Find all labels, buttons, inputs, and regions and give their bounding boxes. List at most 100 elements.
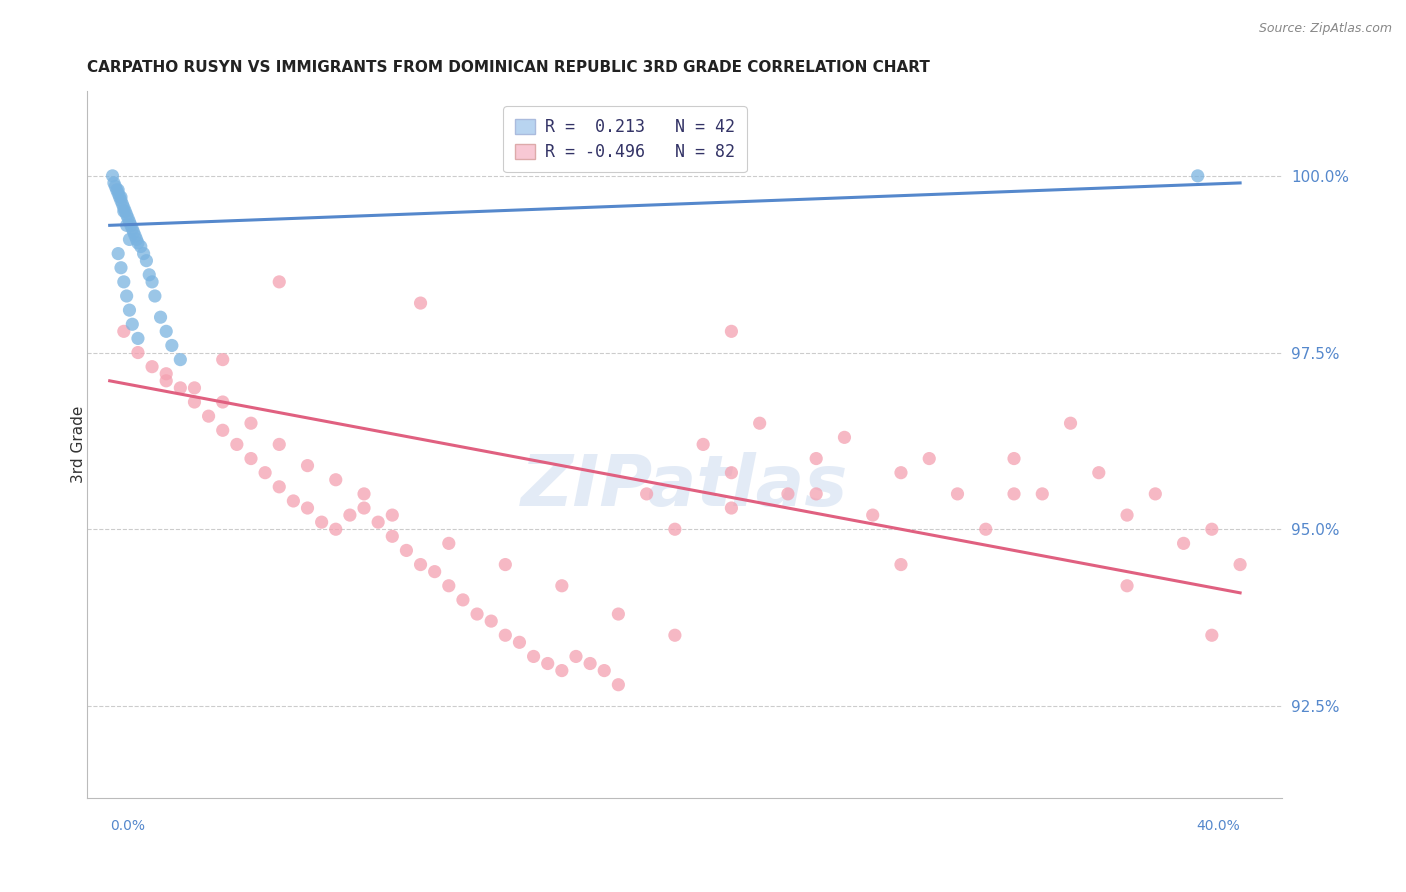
Y-axis label: 3rd Grade: 3rd Grade [72,406,86,483]
Point [593,664,616,678]
Point [117,211,139,226]
Point [776,487,799,501]
Point [409,558,432,572]
Point [1002,487,1025,501]
Point [111,197,134,211]
Point [124,228,146,243]
Point [537,657,560,671]
Point [155,324,177,338]
Point [129,239,152,253]
Point [269,437,291,451]
Point [127,235,149,250]
Point [141,275,163,289]
Point [122,226,145,240]
Point [211,395,233,409]
Point [974,522,997,536]
Point [112,275,135,289]
Point [112,324,135,338]
Point [115,219,138,233]
Text: ZIPatlas: ZIPatlas [522,452,848,521]
Point [890,558,912,572]
Point [409,296,432,310]
Point [254,466,277,480]
Point [890,466,912,480]
Point [1031,487,1053,501]
Point [423,565,446,579]
Point [325,522,347,536]
Point [115,208,138,222]
Point [1002,451,1025,466]
Point [479,614,502,628]
Point [565,649,588,664]
Point [339,508,361,522]
Point [141,359,163,374]
Point [135,253,157,268]
Point [367,515,389,529]
Point [160,338,183,352]
Point [1059,416,1081,430]
Point [103,176,125,190]
Point [105,183,128,197]
Point [325,473,347,487]
Point [121,222,143,236]
Point [1173,536,1195,550]
Point [107,183,129,197]
Point [353,501,375,516]
Point [108,190,131,204]
Point [806,487,828,501]
Point [748,416,770,430]
Point [183,395,205,409]
Point [297,501,319,516]
Point [862,508,884,522]
Point [114,204,136,219]
Point [211,352,233,367]
Point [1116,508,1139,522]
Point [240,451,263,466]
Point [169,381,191,395]
Legend: R =  0.213   N = 42, R = -0.496   N = 82: R = 0.213 N = 42, R = -0.496 N = 82 [503,106,747,172]
Point [104,179,127,194]
Point [132,246,155,260]
Point [834,430,856,444]
Text: 0.0%: 0.0% [110,819,145,833]
Point [636,487,658,501]
Point [107,186,129,201]
Point [138,268,160,282]
Point [110,194,132,208]
Point [107,246,129,260]
Point [551,664,574,678]
Point [118,232,141,246]
Point [494,628,516,642]
Point [269,275,291,289]
Point [395,543,418,558]
Point [127,331,149,345]
Point [918,451,941,466]
Point [118,303,141,318]
Point [437,579,460,593]
Point [155,374,177,388]
Point [1088,466,1111,480]
Point [225,437,247,451]
Point [110,190,132,204]
Point [118,215,141,229]
Point [155,367,177,381]
Point [579,657,602,671]
Point [1187,169,1209,183]
Point [127,345,149,359]
Point [1144,487,1167,501]
Point [1201,522,1223,536]
Point [149,310,172,325]
Point [311,515,333,529]
Point [169,352,191,367]
Point [437,536,460,550]
Point [806,451,828,466]
Point [465,607,488,621]
Point [110,260,132,275]
Point [183,381,205,395]
Point [112,204,135,219]
Point [720,466,742,480]
Point [353,487,375,501]
Point [120,219,142,233]
Point [692,437,714,451]
Point [240,416,263,430]
